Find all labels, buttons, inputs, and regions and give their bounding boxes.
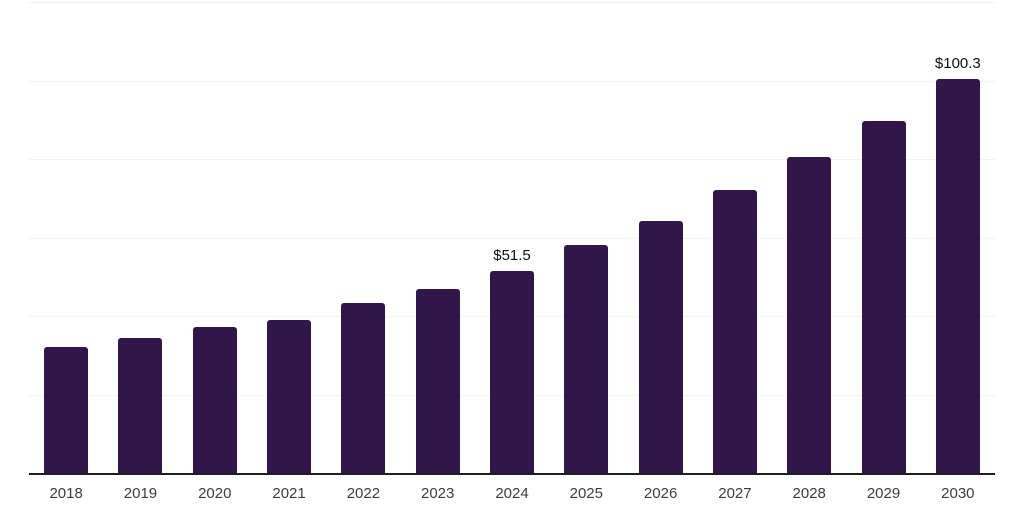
bar-2030 xyxy=(935,79,980,473)
bar-2022 xyxy=(341,303,386,473)
x-tick-label-2027: 2027 xyxy=(718,485,752,502)
bar-2023 xyxy=(415,288,460,473)
bar-2025 xyxy=(564,244,609,473)
x-tick-label-2018: 2018 xyxy=(49,485,83,502)
bar-2028 xyxy=(787,157,832,473)
x-tick-label-2023: 2023 xyxy=(421,485,455,502)
bar-2021 xyxy=(267,320,312,473)
gridline xyxy=(29,237,995,239)
x-tick-label-2020: 2020 xyxy=(198,485,232,502)
gridline xyxy=(29,80,995,82)
x-tick-label-2021: 2021 xyxy=(272,485,306,502)
x-tick-label-2030: 2030 xyxy=(941,485,975,502)
bar-2024 xyxy=(490,270,534,473)
bar-2027 xyxy=(712,190,757,473)
bar-2019 xyxy=(118,338,163,473)
plot-area: $51.5 $100.3 xyxy=(29,2,995,475)
bar-value-label-2024: $51.5 xyxy=(493,246,531,264)
x-tick-label-2022: 2022 xyxy=(346,485,381,502)
bar-2029 xyxy=(861,120,906,473)
bar-2018 xyxy=(44,346,89,473)
bar-2020 xyxy=(192,327,237,473)
x-tick-label-2029: 2029 xyxy=(866,485,901,502)
gridline xyxy=(29,159,995,160)
x-tick-label-2024: 2024 xyxy=(495,485,529,502)
gridline xyxy=(29,2,995,3)
x-tick-label-2019: 2019 xyxy=(123,485,158,502)
bar-2026 xyxy=(638,220,683,473)
x-tick-label-2028: 2028 xyxy=(792,485,826,502)
bar-value-label-2030: $100.3 xyxy=(934,55,981,73)
x-tick-label-2026: 2026 xyxy=(643,485,678,502)
x-axis-line xyxy=(29,473,995,475)
x-tick-label-2025: 2025 xyxy=(569,485,603,502)
